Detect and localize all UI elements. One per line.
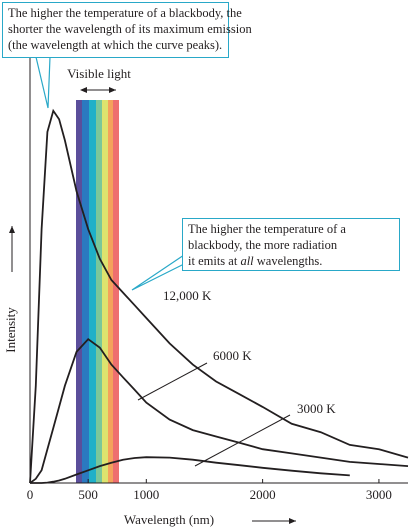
note-line: it emits at all wavelengths. [188, 253, 394, 269]
y-axis-label: Intensity [3, 307, 18, 353]
note-text: it emits at [188, 254, 241, 268]
x-tick-label: 2000 [250, 487, 276, 502]
note-line: (the wavelength at which the curve peaks… [8, 37, 223, 53]
callout-pointer [131, 254, 185, 291]
note-line: shorter the wavelength of its maximum em… [8, 21, 252, 37]
x-tick-label: 3000 [366, 487, 392, 502]
note-text: (the wavelength at which the curve peaks… [8, 38, 223, 52]
note-text: shorter the wavelength of its maximum em… [8, 22, 252, 36]
visible-label: Visible light [67, 66, 131, 81]
peak-note: The higher the temperature of a blackbod… [2, 2, 252, 58]
curve [29, 338, 409, 484]
series-label: 6000 K [213, 348, 252, 363]
note-text: wavelengths. [253, 254, 323, 268]
note-text: all [240, 254, 254, 268]
note-text: blackbody, the more radiation [188, 238, 338, 252]
radiation-note: The higher the temperature of a blackbody… [182, 218, 400, 271]
note-line: The higher the temperature of a [188, 221, 394, 237]
note-line: The higher the temperature of a blackbod… [8, 5, 242, 21]
series-label: 3000 K [297, 401, 336, 416]
visible-spectrum [76, 100, 119, 483]
x-tick-label: 0 [27, 487, 34, 502]
x-tick-label: 500 [78, 487, 98, 502]
x-axis-label: Wavelength (nm) [124, 512, 214, 527]
x-tick-label: 1000 [133, 487, 159, 502]
leader-line [194, 414, 291, 467]
curve [29, 108, 409, 484]
note-line: blackbody, the more radiation [188, 237, 394, 253]
note-text: The higher the temperature of a [188, 222, 346, 236]
callout-pointer [35, 56, 51, 109]
leader-line [137, 362, 208, 401]
note-text: The higher the temperature of a blackbod… [8, 6, 242, 20]
curve [30, 456, 350, 484]
series-label: 12,000 K [163, 288, 212, 303]
